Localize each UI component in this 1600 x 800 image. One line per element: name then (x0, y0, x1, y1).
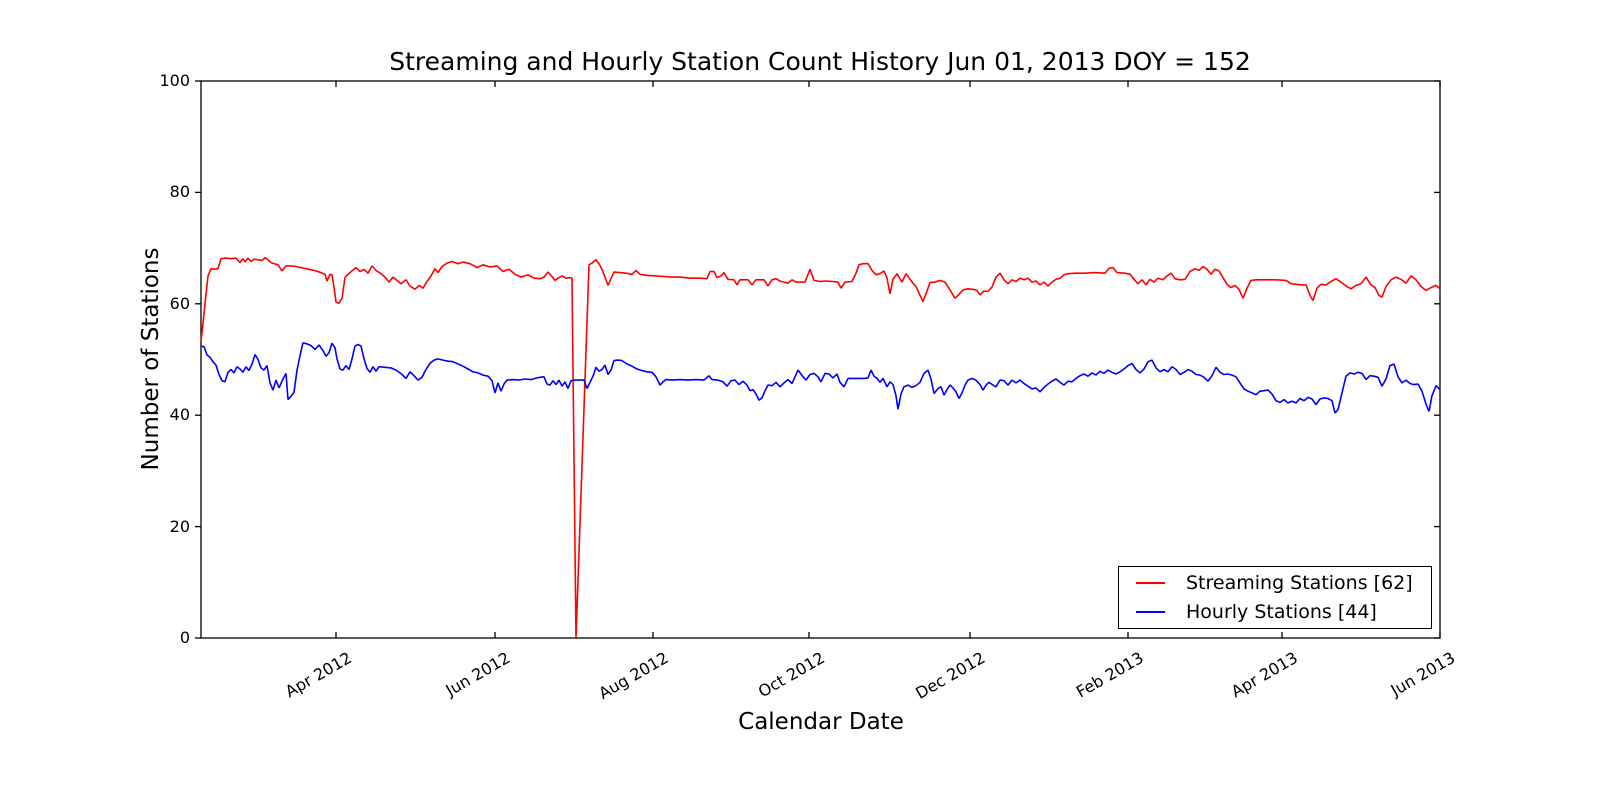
x-axis-label: Calendar Date (738, 709, 904, 735)
legend-row-hourly: Hourly Stations [44] (1119, 599, 1431, 625)
series-line-streaming (200, 256, 1441, 639)
series-line-hourly (200, 342, 1441, 414)
y-tick-label-0: 0 (179, 628, 190, 647)
streaming-line-sample (1136, 582, 1165, 584)
legend: Streaming Stations [62] Hourly Stations … (1118, 566, 1432, 629)
plot-box (200, 80, 1441, 639)
y-tick-label-20: 20 (169, 516, 190, 536)
legend-label-hourly: Hourly Stations [44] (1186, 601, 1377, 623)
y-tick-label-60: 60 (169, 293, 190, 313)
y-tick-label-40: 40 (169, 405, 190, 425)
y-tick-label-100: 100 (159, 71, 190, 90)
legend-row-streaming: Streaming Stations [62] (1119, 570, 1431, 596)
legend-label-streaming: Streaming Stations [62] (1186, 572, 1413, 594)
hourly-line-sample (1136, 611, 1165, 613)
chart-title: Streaming and Hourly Station Count Histo… (389, 47, 1251, 76)
y-tick-label-80: 80 (169, 182, 190, 202)
y-axis-label: Number of Stations (138, 247, 164, 471)
